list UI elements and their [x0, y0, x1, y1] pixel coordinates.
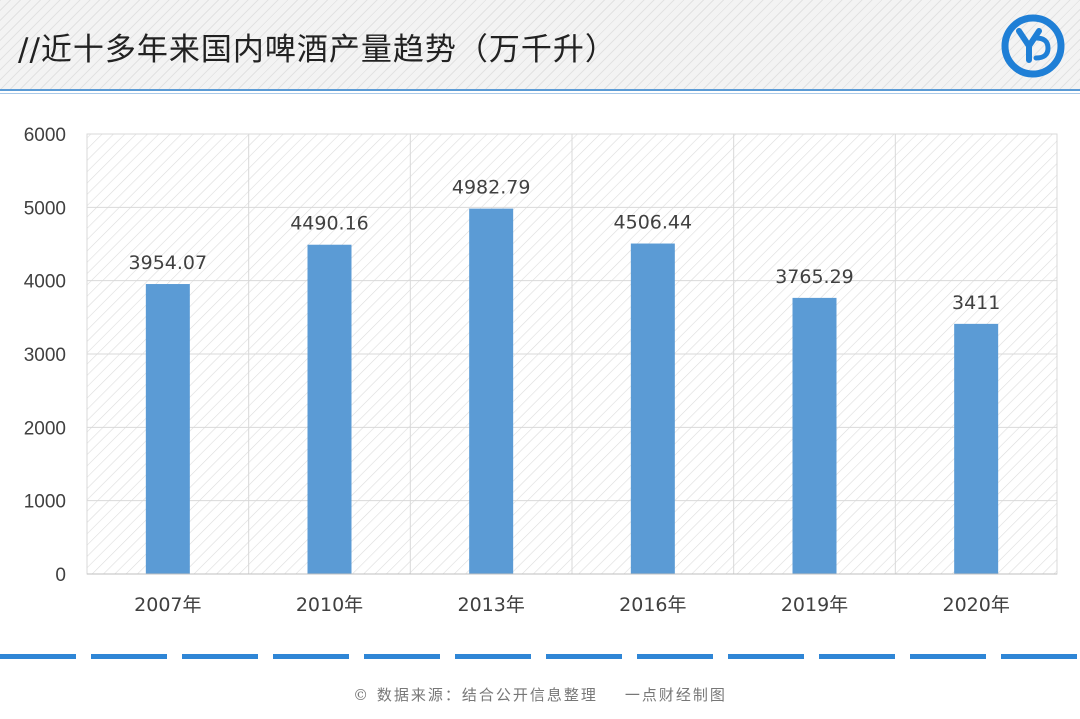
dash-segment	[0, 654, 76, 659]
dash-segment	[273, 654, 349, 659]
y-tick-label: 5000	[24, 198, 66, 219]
x-tick-label: 2020年	[942, 594, 1009, 616]
data-label: 3954.07	[129, 252, 208, 274]
header-band	[0, 0, 1080, 90]
data-label: 4490.16	[290, 213, 369, 235]
dash-segment	[728, 654, 804, 659]
y-tick-label: 6000	[24, 125, 66, 146]
dash-segment	[91, 654, 167, 659]
bar	[469, 208, 514, 574]
data-label: 3765.29	[775, 266, 854, 288]
dash-segment	[637, 654, 713, 659]
y-tick-label: 1000	[24, 492, 66, 513]
yd-logo-icon	[1001, 14, 1065, 78]
footer-dash-divider	[0, 654, 1080, 659]
bar	[792, 297, 837, 574]
dash-segment	[819, 654, 895, 659]
bar	[145, 284, 190, 574]
bar	[954, 323, 999, 574]
footer-source: © 数据来源：结合公开信息整理 一点财经制图	[353, 686, 727, 704]
x-tick-label: 2007年	[134, 594, 201, 616]
bar-chart: 0 1000 2000 3000 4000 5000 6000 3954.07 2007年 449…	[24, 125, 1058, 616]
page-title: //近十多年来国内啤酒产量趋势（万千升）	[18, 32, 617, 68]
dash-segment	[182, 654, 258, 659]
header-divider	[0, 89, 1080, 91]
x-tick-label: 2010年	[296, 594, 363, 616]
dash-segment	[546, 654, 622, 659]
data-label: 3411	[952, 292, 1000, 314]
data-label: 4506.44	[614, 212, 693, 234]
y-tick-label: 4000	[24, 272, 66, 293]
dash-segment	[455, 654, 531, 659]
dash-segment	[1001, 654, 1077, 659]
bar	[630, 243, 675, 574]
x-tick-label: 2013年	[457, 594, 524, 616]
logo-d-mark	[1033, 35, 1051, 61]
header-divider-thin	[0, 93, 1080, 94]
dash-segment	[910, 654, 986, 659]
x-tick-label: 2019年	[781, 594, 848, 616]
logo-ring	[1001, 14, 1065, 78]
y-tick-label: 0	[55, 565, 66, 586]
bar	[307, 244, 352, 574]
y-tick-label: 3000	[24, 345, 66, 366]
y-tick-label: 2000	[24, 418, 66, 439]
x-tick-label: 2016年	[619, 594, 686, 616]
dash-segment	[364, 654, 440, 659]
data-label: 4982.79	[452, 177, 531, 199]
